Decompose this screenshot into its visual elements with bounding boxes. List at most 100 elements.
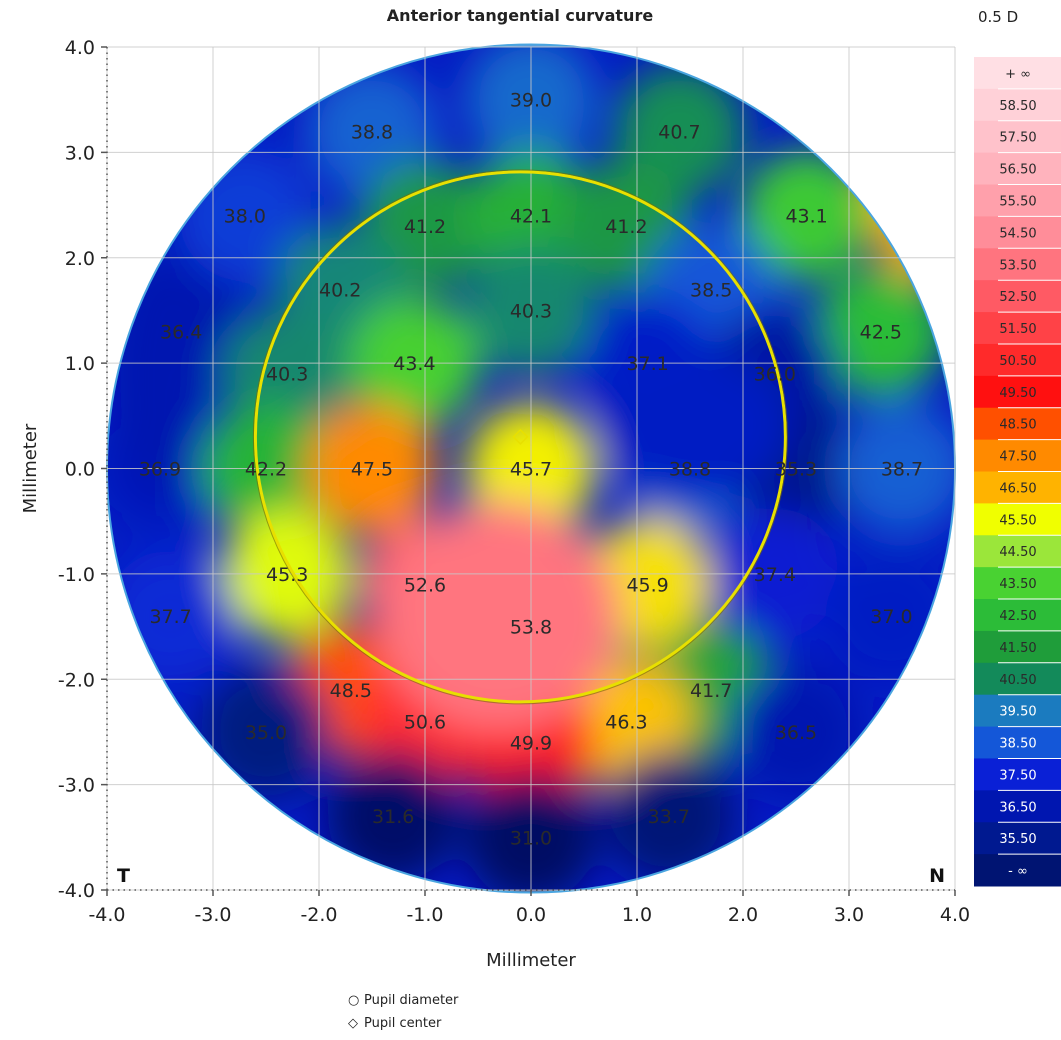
value-label: 40.3 bbox=[266, 364, 308, 386]
value-label: 31.0 bbox=[510, 827, 552, 849]
value-label: 37.0 bbox=[870, 606, 912, 628]
value-label: 45.9 bbox=[626, 574, 668, 596]
value-label: 36.5 bbox=[775, 722, 817, 744]
scale-swatch bbox=[974, 471, 1061, 504]
value-label: 37.4 bbox=[754, 564, 796, 586]
scale-swatch bbox=[974, 248, 1061, 281]
scale-swatch bbox=[974, 407, 1061, 441]
scale-swatch bbox=[974, 503, 1061, 536]
x-tick-label: 4.0 bbox=[940, 904, 970, 926]
scale-label: 50.50 bbox=[999, 354, 1036, 369]
value-label: 50.6 bbox=[404, 711, 446, 733]
scale-swatch bbox=[974, 822, 1061, 855]
value-label: 35.0 bbox=[245, 722, 287, 744]
scale-label: 47.50 bbox=[999, 450, 1036, 465]
value-label: 35.3 bbox=[775, 459, 817, 481]
value-label: 42.2 bbox=[245, 459, 287, 481]
y-tick-label: 1.0 bbox=[65, 353, 95, 375]
pupil-markers bbox=[252, 169, 788, 705]
scale-swatch bbox=[974, 312, 1061, 345]
scale-label: + ∞ bbox=[1005, 67, 1031, 82]
value-label: 41.7 bbox=[690, 680, 732, 702]
value-label: 43.4 bbox=[393, 353, 435, 375]
scale-swatch bbox=[974, 152, 1061, 186]
legend-pupil-center: ◇ Pupil center bbox=[348, 1016, 441, 1031]
x-tick-label: -2.0 bbox=[300, 904, 337, 926]
y-axis-label: Millimeter bbox=[20, 423, 41, 513]
scale-label: 39.50 bbox=[999, 705, 1036, 720]
y-tick-label: 3.0 bbox=[65, 142, 95, 164]
scale-swatch bbox=[974, 184, 1061, 217]
value-label: 40.2 bbox=[319, 279, 361, 301]
temporal-label: T bbox=[117, 865, 130, 887]
legend-pupil-diameter: ○ Pupil diameter bbox=[348, 993, 458, 1008]
circle-icon: ○ bbox=[348, 993, 360, 1008]
y-tick-label: 0.0 bbox=[65, 459, 95, 481]
scale-label: 41.50 bbox=[999, 641, 1036, 656]
scale-label: 40.50 bbox=[999, 673, 1036, 688]
scale-label: 42.50 bbox=[999, 609, 1036, 624]
value-label: 37.1 bbox=[626, 353, 668, 375]
color-scale: + ∞ 58.50 57.50 56.50 55.50 54.50 53.50 52.50 51… bbox=[974, 57, 1061, 887]
scale-swatch bbox=[974, 758, 1061, 791]
scale-label: 46.50 bbox=[999, 481, 1036, 496]
y-tick-label: -2.0 bbox=[58, 669, 95, 691]
x-tick-label: 1.0 bbox=[622, 904, 652, 926]
x-tick-label: 3.0 bbox=[834, 904, 864, 926]
value-label: 37.7 bbox=[149, 606, 191, 628]
value-label: 49.9 bbox=[510, 732, 552, 754]
value-label: 38.0 bbox=[224, 206, 266, 228]
scale-label: 57.50 bbox=[999, 131, 1036, 146]
value-labels: 39.0 38.8 40.7 38.0 41.2 42.1 41.2 43.1 40.2 38.5… bbox=[139, 90, 923, 850]
value-label: 47.5 bbox=[351, 459, 393, 481]
scale-swatch bbox=[974, 216, 1061, 249]
value-label: 46.3 bbox=[605, 711, 647, 733]
scale-label: 54.50 bbox=[999, 226, 1036, 241]
value-label: 43.1 bbox=[785, 206, 827, 228]
scale-label: 35.50 bbox=[999, 832, 1036, 847]
scale-swatch bbox=[974, 599, 1061, 632]
scale-swatch bbox=[974, 375, 1061, 409]
scale-label: 37.50 bbox=[999, 768, 1036, 783]
y-tick-label: -4.0 bbox=[58, 880, 95, 902]
value-label: 38.5 bbox=[690, 279, 732, 301]
diamond-icon: ◇ bbox=[348, 1016, 358, 1031]
scale-label: 58.50 bbox=[999, 99, 1036, 114]
scale-swatch bbox=[974, 854, 1061, 887]
scale-label: 56.50 bbox=[999, 163, 1036, 178]
value-label: 52.6 bbox=[404, 574, 446, 596]
y-tick-label: -1.0 bbox=[58, 564, 95, 586]
scale-swatch bbox=[974, 120, 1061, 154]
scale-label: 45.50 bbox=[999, 513, 1036, 528]
scale-label: 38.50 bbox=[999, 737, 1036, 752]
value-label: 39.0 bbox=[510, 90, 552, 112]
scale-swatch bbox=[974, 694, 1061, 728]
axes: -4.0 -3.0 -2.0 -1.0 0.0 1.0 2.0 3.0 4.0 -4.0 -3.0 -… bbox=[20, 37, 970, 971]
scale-swatch bbox=[974, 535, 1061, 568]
pupil-diameter-circle bbox=[253, 170, 787, 704]
value-label: 36.4 bbox=[160, 322, 202, 344]
scale-swatch bbox=[974, 662, 1061, 696]
value-label: 36.0 bbox=[754, 364, 796, 386]
scale-swatch bbox=[974, 57, 1061, 90]
scale-swatch bbox=[974, 88, 1061, 122]
value-label: 45.3 bbox=[266, 564, 308, 586]
scale-swatch bbox=[974, 790, 1061, 823]
pupil-center-diamond bbox=[512, 428, 529, 445]
scale-label: 55.50 bbox=[999, 194, 1036, 209]
value-label: 42.5 bbox=[860, 322, 902, 344]
value-label: 38.7 bbox=[881, 459, 923, 481]
value-label: 36.9 bbox=[139, 459, 181, 481]
y-tick-label: -3.0 bbox=[58, 775, 95, 797]
scale-label: 52.50 bbox=[999, 290, 1036, 305]
pupil-diameter-outline bbox=[252, 169, 788, 705]
x-tick-label: -1.0 bbox=[406, 904, 443, 926]
x-tick-label: -4.0 bbox=[88, 904, 125, 926]
scale-swatch bbox=[974, 726, 1061, 759]
scale-swatch bbox=[974, 343, 1061, 377]
legend-label: Pupil diameter bbox=[364, 993, 459, 1008]
x-tick-label: 0.0 bbox=[516, 904, 546, 926]
x-tick-label: 2.0 bbox=[728, 904, 758, 926]
legend-label: Pupil center bbox=[364, 1016, 442, 1031]
scale-swatch bbox=[974, 567, 1061, 600]
